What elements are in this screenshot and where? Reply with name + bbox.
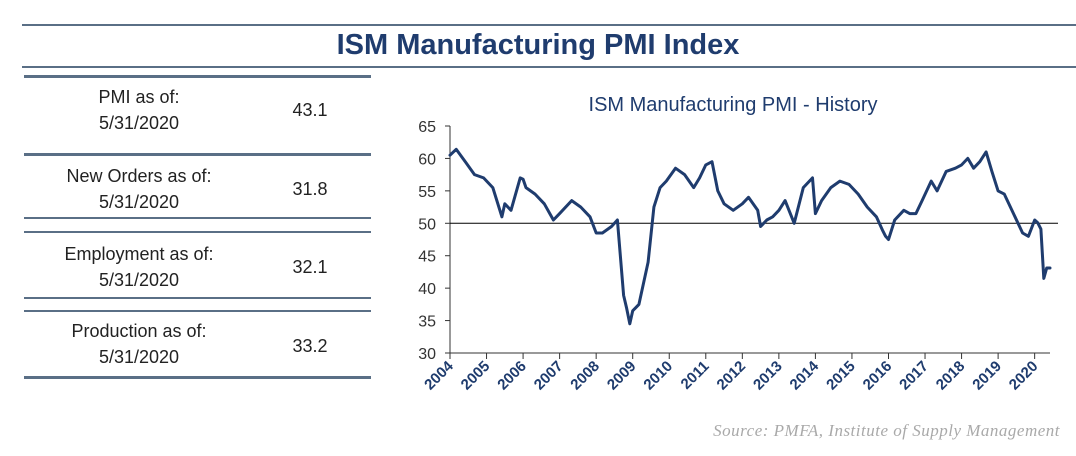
pmi-series-line bbox=[448, 147, 1052, 326]
x-tick-label: 2010 bbox=[640, 358, 676, 394]
stat-value-employment: 32.1 bbox=[292, 257, 328, 277]
stat-value-pmi: 43.1 bbox=[292, 100, 328, 120]
stat-label-employment: Employment as of: 5/31/2020 bbox=[24, 241, 254, 293]
page-title: ISM Manufacturing PMI Index bbox=[336, 29, 740, 61]
x-tick-label: 2014 bbox=[787, 357, 823, 393]
y-tick-label: 45 bbox=[418, 249, 436, 266]
x-tick-label: 2009 bbox=[604, 358, 640, 394]
x-tick-label: 2016 bbox=[860, 358, 896, 394]
stat-value-production: 33.2 bbox=[292, 336, 328, 356]
chart-title: ISM Manufacturing PMI - History bbox=[589, 94, 878, 116]
y-tick-label: 35 bbox=[418, 314, 436, 331]
stats-rule bbox=[24, 217, 371, 219]
stat-value-new-orders: 31.8 bbox=[292, 179, 328, 199]
x-tick-label: 2012 bbox=[714, 358, 750, 394]
y-tick-label: 60 bbox=[418, 151, 436, 168]
stats-rule bbox=[24, 153, 371, 156]
stat-date: 5/31/2020 bbox=[98, 192, 180, 212]
stats-rule bbox=[24, 231, 371, 233]
stat-date: 5/31/2020 bbox=[98, 270, 180, 290]
stat-label-line: Employment as of: bbox=[64, 244, 214, 264]
source-note: Source: PMFA, Institute of Supply Manage… bbox=[713, 421, 1060, 440]
y-axis: 30 35 40 45 50 55 60 65 bbox=[418, 119, 451, 363]
x-tick-label: 2008 bbox=[567, 358, 603, 394]
stat-date: 5/31/2020 bbox=[98, 347, 180, 367]
x-tick-label: 2007 bbox=[531, 358, 567, 394]
x-axis: 2004 2005 2006 2007 2008 2009 2010 2011 2012 2013… bbox=[421, 352, 1050, 394]
stats-rule bbox=[24, 310, 371, 312]
stats-rule bbox=[24, 297, 371, 299]
x-tick-label: 2006 bbox=[494, 358, 530, 394]
stat-label-new-orders: New Orders as of: 5/31/2020 bbox=[24, 163, 254, 215]
y-tick-label: 50 bbox=[418, 216, 436, 233]
stat-label-production: Production as of: 5/31/2020 bbox=[24, 318, 254, 370]
y-tick-label: 30 bbox=[418, 346, 436, 363]
x-tick-label: 2018 bbox=[933, 358, 969, 394]
x-tick-label: 2005 bbox=[458, 358, 494, 394]
y-tick-label: 55 bbox=[418, 184, 436, 201]
y-tick-label: 65 bbox=[418, 119, 436, 136]
x-tick-label: 2020 bbox=[1006, 358, 1042, 394]
plot-area bbox=[448, 147, 1058, 326]
title-underline bbox=[22, 66, 1076, 68]
top-rule bbox=[22, 24, 1076, 26]
x-tick-label: 2011 bbox=[678, 358, 713, 393]
x-tick-label: 2019 bbox=[969, 358, 1005, 394]
x-tick-label: 2015 bbox=[823, 358, 859, 394]
x-tick-label: 2017 bbox=[896, 358, 932, 394]
y-tick-label: 40 bbox=[418, 281, 436, 298]
stats-rule bbox=[24, 376, 371, 379]
stat-label-line: Production as of: bbox=[71, 321, 207, 341]
stat-label-line: PMI as of: bbox=[98, 87, 180, 107]
stat-date: 5/31/2020 bbox=[98, 113, 180, 133]
stat-label-pmi: PMI as of: 5/31/2020 bbox=[24, 84, 254, 136]
x-tick-label: 2013 bbox=[750, 358, 786, 394]
stat-label-line: New Orders as of: bbox=[66, 166, 212, 186]
stats-rule bbox=[24, 75, 371, 78]
